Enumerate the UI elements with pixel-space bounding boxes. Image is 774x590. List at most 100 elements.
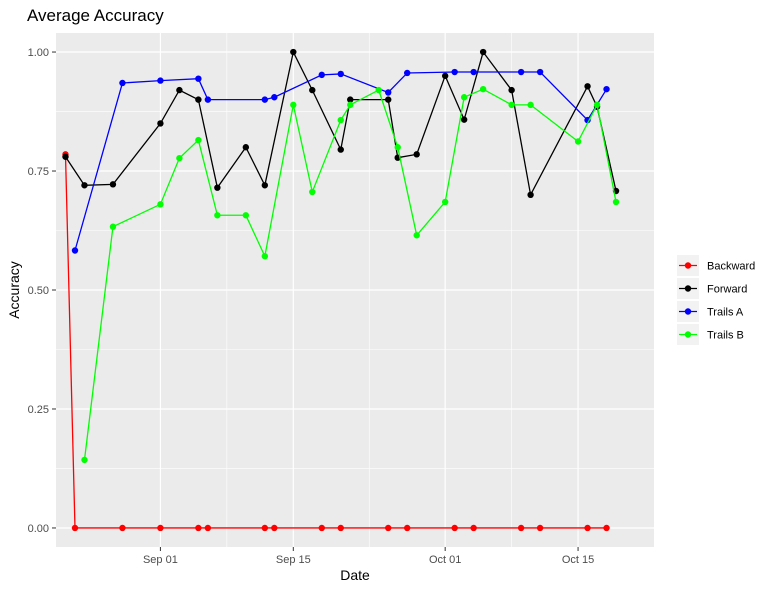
data-point-trails-a xyxy=(119,79,126,87)
data-point-trails-a xyxy=(536,68,544,76)
data-point-trails-b xyxy=(394,144,401,151)
data-point-trails-b xyxy=(214,212,221,219)
data-point-backward xyxy=(337,524,344,532)
data-point-forward xyxy=(309,86,316,94)
data-point-forward xyxy=(479,48,487,56)
data-point-trails-a xyxy=(261,96,269,103)
data-point-forward xyxy=(214,184,221,191)
legend-label-backward: Backward xyxy=(707,261,755,273)
data-point-trails-b xyxy=(309,188,316,196)
data-point-forward xyxy=(62,153,69,160)
data-point-trails-b xyxy=(195,136,202,144)
series-forward xyxy=(62,48,620,199)
data-point-forward xyxy=(385,96,392,103)
legend-key-point xyxy=(684,331,692,338)
data-point-backward xyxy=(119,524,126,532)
y-axis-title: Accuracy xyxy=(6,261,22,319)
data-point-trails-a xyxy=(451,68,458,76)
data-point-backward xyxy=(536,524,544,532)
x-tick-label: Oct 15 xyxy=(562,554,594,566)
data-point-trails-b xyxy=(375,86,382,94)
data-point-trails-a xyxy=(271,94,278,101)
data-point-backward xyxy=(271,524,278,532)
legend-item-forward: Forward xyxy=(677,278,747,299)
data-point-trails-b xyxy=(413,232,420,239)
data-point-backward xyxy=(157,524,164,532)
data-point-forward xyxy=(242,144,250,151)
data-point-trails-b xyxy=(109,223,117,230)
data-point-trails-b xyxy=(261,253,269,260)
data-point-backward xyxy=(318,524,325,532)
data-point-forward xyxy=(460,116,468,123)
y-tick-label: 0.25 xyxy=(28,404,49,416)
x-axis-title: Date xyxy=(340,567,370,583)
data-point-trails-a xyxy=(470,68,477,76)
data-point-trails-b xyxy=(157,201,164,208)
data-point-trails-a xyxy=(204,96,212,103)
data-point-forward xyxy=(508,86,515,94)
data-point-trails-b xyxy=(290,101,297,109)
legend: Backward Forward Trails A Trails B xyxy=(677,255,755,345)
data-point-trails-b xyxy=(441,198,449,206)
data-point-forward xyxy=(337,146,344,153)
data-point-trails-a xyxy=(71,247,79,254)
series-trails-a xyxy=(71,68,610,254)
data-point-backward xyxy=(404,524,411,532)
data-point-backward xyxy=(261,524,269,532)
legend-item-backward: Backward xyxy=(677,255,755,276)
data-point-backward xyxy=(204,524,212,532)
data-point-trails-a xyxy=(603,85,610,93)
x-tick-label: Sep 01 xyxy=(143,554,178,566)
data-point-trails-b xyxy=(242,212,250,219)
data-point-trails-a xyxy=(404,69,411,77)
series-backward xyxy=(62,151,610,532)
data-point-trails-a xyxy=(157,77,164,84)
data-point-trails-b xyxy=(479,85,487,93)
data-point-forward xyxy=(527,191,534,199)
data-point-trails-b xyxy=(337,116,344,124)
legend-label-trails-a: Trails A xyxy=(707,307,744,319)
data-point-forward xyxy=(441,72,449,80)
data-point-forward xyxy=(261,182,269,189)
data-point-trails-a xyxy=(517,68,525,76)
axes: 0.00 0.25 0.50 0.75 1.00 Sep 01 Sep 15 Oct 01 Oc… xyxy=(28,47,595,566)
data-point-trails-a xyxy=(584,116,591,124)
data-point-forward xyxy=(81,182,88,189)
data-point-backward xyxy=(584,524,591,532)
legend-key-point xyxy=(684,262,692,269)
series-trails-b xyxy=(81,85,620,464)
data-point-forward xyxy=(109,181,117,188)
legend-label-forward: Forward xyxy=(707,284,747,296)
data-point-backward xyxy=(603,524,610,532)
data-point-trails-b xyxy=(176,154,183,162)
data-point-trails-a xyxy=(195,75,202,82)
data-point-forward xyxy=(176,86,183,94)
x-tick-label: Sep 15 xyxy=(276,554,311,566)
data-point-forward xyxy=(195,96,202,103)
data-point-backward xyxy=(470,524,477,532)
y-tick-label: 0.50 xyxy=(28,285,49,297)
data-point-forward xyxy=(413,151,420,158)
legend-key-point xyxy=(684,285,692,292)
data-point-backward xyxy=(195,524,202,532)
data-point-forward xyxy=(347,96,354,103)
y-tick-label: 1.00 xyxy=(28,47,49,59)
y-tick-label: 0.75 xyxy=(28,166,49,178)
data-point-forward xyxy=(290,48,297,56)
series-layer xyxy=(62,48,620,532)
data-point-backward xyxy=(385,524,392,532)
data-point-trails-b xyxy=(593,101,601,109)
legend-item-trails-a: Trails A xyxy=(677,301,744,322)
data-point-trails-b xyxy=(612,198,620,206)
data-point-trails-b xyxy=(574,138,582,145)
x-tick-label: Oct 01 xyxy=(429,554,461,566)
legend-key-point xyxy=(684,308,692,315)
legend-label-trails-b: Trails B xyxy=(707,330,744,342)
data-point-trails-b xyxy=(81,456,88,464)
data-point-forward xyxy=(157,120,164,127)
data-point-trails-b xyxy=(527,101,534,109)
data-point-trails-b xyxy=(347,101,354,109)
data-point-trails-b xyxy=(460,94,468,101)
data-point-trails-a xyxy=(385,89,392,96)
data-point-backward xyxy=(517,524,525,532)
